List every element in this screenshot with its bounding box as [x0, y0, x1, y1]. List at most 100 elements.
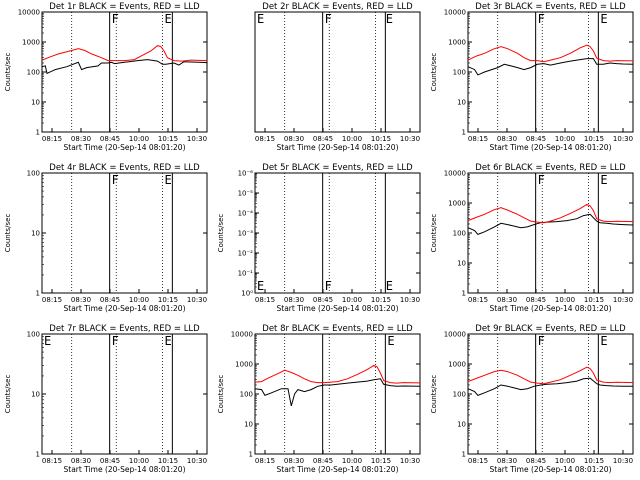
x-tick-label: 08:30 — [71, 135, 91, 143]
y-axis-label: Counts/sec — [4, 214, 12, 253]
plot-frame — [254, 11, 421, 133]
x-tick-label: 10:30 — [613, 457, 633, 465]
x-tick-label: 10:00 — [129, 296, 149, 304]
marker-label: F — [112, 12, 119, 26]
x-tick-label: 10:15 — [158, 135, 178, 143]
marker-label: E — [386, 12, 393, 26]
y-axis-label: Counts/sec — [217, 214, 225, 253]
y-axis-label: Counts/sec — [217, 375, 225, 414]
x-tick-label: 08:30 — [284, 457, 304, 465]
x-tick-label: 08:30 — [71, 296, 91, 304]
y-tick-label: 10 — [457, 421, 466, 429]
marker-label: F — [538, 12, 545, 26]
x-tick-label: 10:00 — [555, 135, 575, 143]
x-tick-label: 10:30 — [187, 296, 207, 304]
lld-series-line — [467, 44, 634, 63]
x-axis-label: Start Time (20-Sep-14 08:01:20) — [64, 143, 186, 152]
y-tick-label: 10⁻⁶ — [238, 170, 254, 178]
x-tick-label: 08:30 — [284, 296, 304, 304]
y-tick-label: 100 — [27, 170, 40, 178]
x-tick-label: 10:15 — [584, 135, 604, 143]
y-tick-label: 10⁻³ — [238, 230, 254, 238]
y-tick-label: 1000 — [448, 39, 466, 47]
x-tick-label: 10:15 — [584, 457, 604, 465]
x-tick-label: 10:00 — [342, 135, 362, 143]
y-tick-label: 10000 — [444, 9, 466, 17]
x-tick-label: 08:30 — [497, 296, 517, 304]
x-tick-label: 08:15 — [42, 135, 62, 143]
panel-title: Det 5r BLACK = Events, RED = LLD — [262, 163, 413, 173]
x-tick-label: 08:45 — [313, 457, 333, 465]
y-tick-label: 1 — [36, 290, 40, 298]
y-tick-label: 1000 — [448, 361, 466, 369]
marker-label: F — [538, 334, 545, 348]
panel-det-1: Det 1r BLACK = Events, RED = LLD10000100… — [4, 2, 208, 152]
plot-frame — [254, 333, 421, 455]
y-tick-label: 10 — [457, 99, 466, 107]
x-tick-label: 08:45 — [313, 135, 333, 143]
events-series-line — [41, 59, 208, 75]
x-tick-label: 08:15 — [468, 457, 488, 465]
marker-label: E — [257, 12, 264, 26]
x-tick-label: 10:15 — [584, 296, 604, 304]
panel-det-3: Det 3r BLACK = Events, RED = LLD10000100… — [430, 2, 634, 152]
plot-frame — [467, 172, 634, 294]
panel-title: Det 6r BLACK = Events, RED = LLD — [475, 163, 626, 173]
x-tick-label: 08:15 — [255, 135, 275, 143]
marker-label: F — [112, 173, 119, 187]
x-tick-label: 08:45 — [100, 457, 120, 465]
x-tick-label: 08:45 — [526, 135, 546, 143]
x-tick-label: 10:15 — [371, 457, 391, 465]
lld-series-line — [467, 366, 634, 385]
y-tick-label: 1 — [36, 129, 40, 137]
x-tick-label: 10:00 — [342, 457, 362, 465]
x-tick-label: 10:00 — [342, 296, 362, 304]
plot-frame — [467, 11, 634, 133]
events-series-line — [254, 378, 421, 407]
panel-title: Det 4r BLACK = Events, RED = LLD — [49, 163, 200, 173]
marker-label: E — [600, 173, 607, 187]
marker-label: E — [164, 173, 171, 187]
y-axis-label: Counts/sec — [430, 214, 438, 253]
panel-det-8: Det 8r BLACK = Events, RED = LLD10000100… — [217, 324, 421, 474]
plot-frame — [41, 11, 208, 133]
x-axis-label: Start Time (20-Sep-14 08:01:20) — [277, 465, 399, 474]
y-tick-label: 10⁻¹ — [238, 270, 254, 278]
y-axis-label: Counts/sec — [430, 375, 438, 414]
x-tick-label: 08:15 — [42, 457, 62, 465]
x-tick-label: 10:15 — [158, 296, 178, 304]
y-tick-label: 10⁻⁴ — [238, 210, 254, 218]
x-tick-label: 08:45 — [526, 457, 546, 465]
marker-label: F — [325, 12, 332, 26]
panel-det-7: Det 7r BLACK = Events, RED = LLD 100 10 1 Co… — [4, 324, 208, 474]
panel-title: Det 7r BLACK = Events, RED = LLD — [49, 324, 200, 334]
y-tick-label: 1 — [249, 451, 253, 459]
x-tick-label: 08:30 — [497, 135, 517, 143]
y-tick-label: 100 — [453, 69, 466, 77]
marker-label: F — [112, 334, 119, 348]
y-tick-label: 10 — [31, 99, 40, 107]
x-tick-label: 08:15 — [468, 135, 488, 143]
y-tick-label: 100 — [453, 230, 466, 238]
y-tick-label: 10 — [457, 260, 466, 268]
marker-label: E — [44, 334, 51, 348]
x-axis-label: Start Time (20-Sep-14 08:01:20) — [490, 465, 612, 474]
lld-series-line — [41, 45, 208, 62]
panel-det-6: Det 6r BLACK = Events, RED = LLD10000100… — [430, 163, 634, 313]
y-tick-label: 10000 — [444, 331, 466, 339]
y-tick-label: 10⁻² — [238, 250, 254, 258]
x-tick-label: 08:45 — [313, 296, 333, 304]
y-tick-label: 1 — [36, 451, 40, 459]
x-tick-label: 10:30 — [613, 296, 633, 304]
x-tick-label: 08:30 — [497, 457, 517, 465]
x-tick-label: 10:30 — [400, 457, 420, 465]
events-series-line — [467, 377, 633, 396]
x-tick-label: 10:00 — [129, 135, 149, 143]
x-tick-label: 08:30 — [284, 135, 304, 143]
x-axis-label: Start Time (20-Sep-14 08:01:20) — [277, 304, 399, 313]
x-tick-label: 08:15 — [255, 457, 275, 465]
panel-title: Det 1r BLACK = Events, RED = LLD — [49, 2, 200, 12]
y-tick-label: 100 — [27, 331, 40, 339]
plot-frame — [41, 172, 208, 294]
